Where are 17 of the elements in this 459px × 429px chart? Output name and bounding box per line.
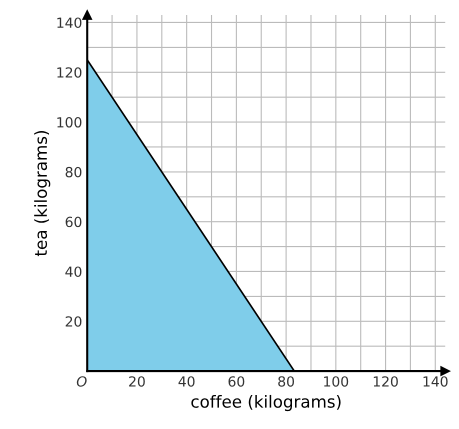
- y-tick-label: 100: [57, 117, 82, 128]
- y-tick-label: 40: [65, 266, 82, 277]
- y-tick-label: 20: [66, 316, 82, 327]
- x-tick-label: 60: [228, 376, 244, 387]
- x-tick-label: 140: [424, 376, 448, 387]
- y-tick-label: 80: [66, 166, 82, 178]
- y-tick-label: 60: [66, 216, 82, 228]
- x-tick-label: 120: [374, 376, 398, 387]
- y-axis-title: tea (kilograms): [34, 130, 50, 256]
- x-tick-label: 20: [129, 376, 145, 387]
- x-tick-label: 80: [278, 376, 294, 387]
- x-axis-title: coffee (kilograms): [191, 394, 341, 412]
- y-tick-label: 140: [57, 17, 82, 28]
- x-tick-label: O: [76, 376, 87, 387]
- x-tick-label: 100: [324, 376, 348, 387]
- x-tick-label: 40: [178, 376, 195, 387]
- y-tick-label: 120: [57, 67, 82, 78]
